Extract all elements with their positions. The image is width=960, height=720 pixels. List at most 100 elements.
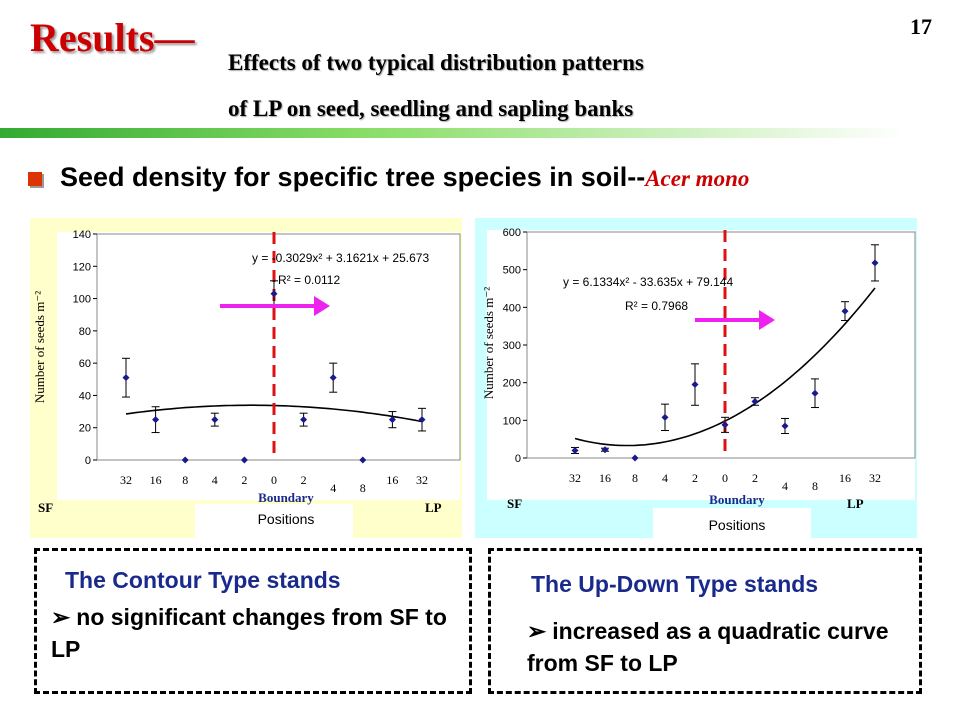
y-tick-label: 60 xyxy=(79,358,91,370)
contour-box-title: The Contour Type stands xyxy=(65,567,341,593)
x-tick-label: 2 xyxy=(692,471,698,485)
boundary-label: Boundary xyxy=(709,492,765,507)
updown-chart-svg: 0 100 200 300 400 500 600 Number of seeds m⁻² 32… xyxy=(475,218,917,538)
x-tick-label: 4 xyxy=(782,479,788,493)
updown-box-item: ➢ increased as a quadratic curve from SF … xyxy=(527,615,907,679)
slide-number: 17 xyxy=(910,14,932,39)
x-tick-label: 16 xyxy=(839,471,851,485)
sf-label: SF xyxy=(38,500,53,515)
y-axis-label: Number of seeds m⁻² xyxy=(32,291,47,403)
contour-box-item: ➢ no significant changes from SF to LP xyxy=(51,601,465,665)
x-tick-label: 0 xyxy=(271,473,277,487)
x-tick-label: 32 xyxy=(869,471,881,485)
y-tick-label: 400 xyxy=(503,302,521,314)
trend-equation: y = 6.1334x² - 33.635x + 79.144 xyxy=(563,275,733,289)
y-tick-label: 500 xyxy=(503,265,521,277)
data-point xyxy=(661,413,669,421)
x-tick-label: 2 xyxy=(241,473,247,487)
x-tick-label: 8 xyxy=(812,479,818,493)
y-axis-label: Number of seeds m⁻² xyxy=(481,287,496,399)
updown-box-title: The Up-Down Type stands xyxy=(531,571,819,597)
data-point xyxy=(601,446,609,454)
subtitle-line-1: Effects of two typical distribution patt… xyxy=(228,50,644,75)
section-heading: Seed density for specific tree species i… xyxy=(60,162,749,193)
data-point xyxy=(211,416,219,424)
data-point xyxy=(329,374,337,382)
x-tick-label: 8 xyxy=(182,473,188,487)
x-tick-label: 8 xyxy=(632,471,638,485)
y-tick-label: 140 xyxy=(73,229,91,241)
updown-box-item-text: increased as a quadratic curve from SF t… xyxy=(527,618,889,676)
x-tick-label: 8 xyxy=(360,481,366,495)
data-point xyxy=(571,446,579,454)
y-tick-label: 0 xyxy=(85,455,91,467)
x-tick-label: 16 xyxy=(599,471,611,485)
lp-label: LP xyxy=(425,500,442,515)
data-point xyxy=(359,456,367,464)
data-point xyxy=(240,456,248,464)
y-tick-label: 80 xyxy=(79,326,91,338)
bullet-square-icon xyxy=(28,172,42,186)
y-tick-label: 100 xyxy=(503,415,521,427)
r-squared-label: R² = 0.0112 xyxy=(278,273,340,287)
data-point xyxy=(122,374,130,382)
data-point xyxy=(418,416,426,424)
inner-panel-background xyxy=(57,232,460,500)
data-point xyxy=(270,290,278,298)
data-point xyxy=(751,398,759,405)
y-tick-label: 120 xyxy=(73,261,91,273)
x-tick-label: 16 xyxy=(150,473,162,487)
arrow-bullet-icon: ➢ xyxy=(51,604,71,630)
x-tick-label: 16 xyxy=(386,473,398,487)
slide-title: Results— xyxy=(30,15,195,60)
sf-label: SF xyxy=(507,496,522,511)
direction-arrow-head xyxy=(759,310,775,330)
y-tick-label: 200 xyxy=(503,378,521,390)
subtitle-line-2: of LP on seed, seedling and sapling bank… xyxy=(228,96,634,121)
x-axis-label: Positions xyxy=(258,511,315,527)
x-axis-label: Positions xyxy=(709,517,766,533)
updown-summary-box: The Up-Down Type stands ➢ increased as a … xyxy=(488,548,922,694)
positions-label-background xyxy=(195,504,353,538)
updown-type-chart: 0 100 200 300 400 500 600 Number of seeds m⁻² 32… xyxy=(475,218,917,538)
inner-panel-background xyxy=(487,230,915,500)
data-point xyxy=(811,389,819,397)
y-tick-label: 300 xyxy=(503,340,521,352)
positions-label-background xyxy=(653,508,811,538)
contour-box-item-text: no significant changes from SF to LP xyxy=(51,604,447,662)
x-tick-label: 2 xyxy=(752,471,758,485)
data-point xyxy=(721,421,729,429)
direction-arrow-head xyxy=(314,296,330,316)
r-squared-label: R² = 0.7968 xyxy=(625,299,688,313)
contour-type-chart: 0 20 40 60 80 100 120 140 Number of seeds m⁻² 32 1… xyxy=(30,218,462,538)
data-point xyxy=(152,416,160,424)
y-tick-label: 600 xyxy=(503,227,521,239)
arrow-bullet-icon: ➢ xyxy=(527,618,547,644)
data-point xyxy=(691,381,699,389)
slide-subtitle: Effects of two typical distribution patt… xyxy=(228,40,644,132)
data-point xyxy=(181,456,189,464)
heading-text: Seed density for specific tree species i… xyxy=(60,162,646,192)
contour-summary-box: The Contour Type stands ➢ no significant … xyxy=(34,548,472,694)
x-tick-label: 32 xyxy=(569,471,581,485)
x-tick-label: 4 xyxy=(212,473,218,487)
plot-area-frame xyxy=(96,233,461,461)
y-tick-label: 0 xyxy=(515,453,521,465)
y-tick-label: 100 xyxy=(73,294,91,306)
species-name: Acer mono xyxy=(645,166,750,191)
data-point xyxy=(388,416,396,424)
data-point xyxy=(631,454,639,462)
y-tick-label: 20 xyxy=(79,423,91,435)
data-point xyxy=(871,259,879,267)
data-point xyxy=(300,416,308,424)
x-tick-label: 32 xyxy=(416,473,428,487)
data-point xyxy=(781,422,789,430)
x-tick-label: 32 xyxy=(120,473,132,487)
data-point xyxy=(841,307,849,315)
x-tick-label: 4 xyxy=(330,481,336,495)
title-underline-bar xyxy=(0,128,905,138)
x-tick-label: 4 xyxy=(662,471,668,485)
y-tick-label: 40 xyxy=(79,390,91,402)
x-tick-label: 2 xyxy=(301,473,307,487)
